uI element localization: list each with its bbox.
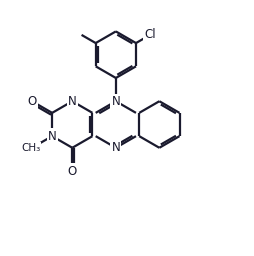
Text: N: N (68, 95, 77, 108)
Text: O: O (68, 165, 77, 178)
Text: N: N (112, 95, 120, 108)
Text: Cl: Cl (144, 28, 156, 41)
Text: CH₃: CH₃ (21, 143, 40, 153)
Text: N: N (112, 141, 120, 154)
Text: N: N (48, 130, 57, 143)
Text: O: O (27, 95, 37, 108)
